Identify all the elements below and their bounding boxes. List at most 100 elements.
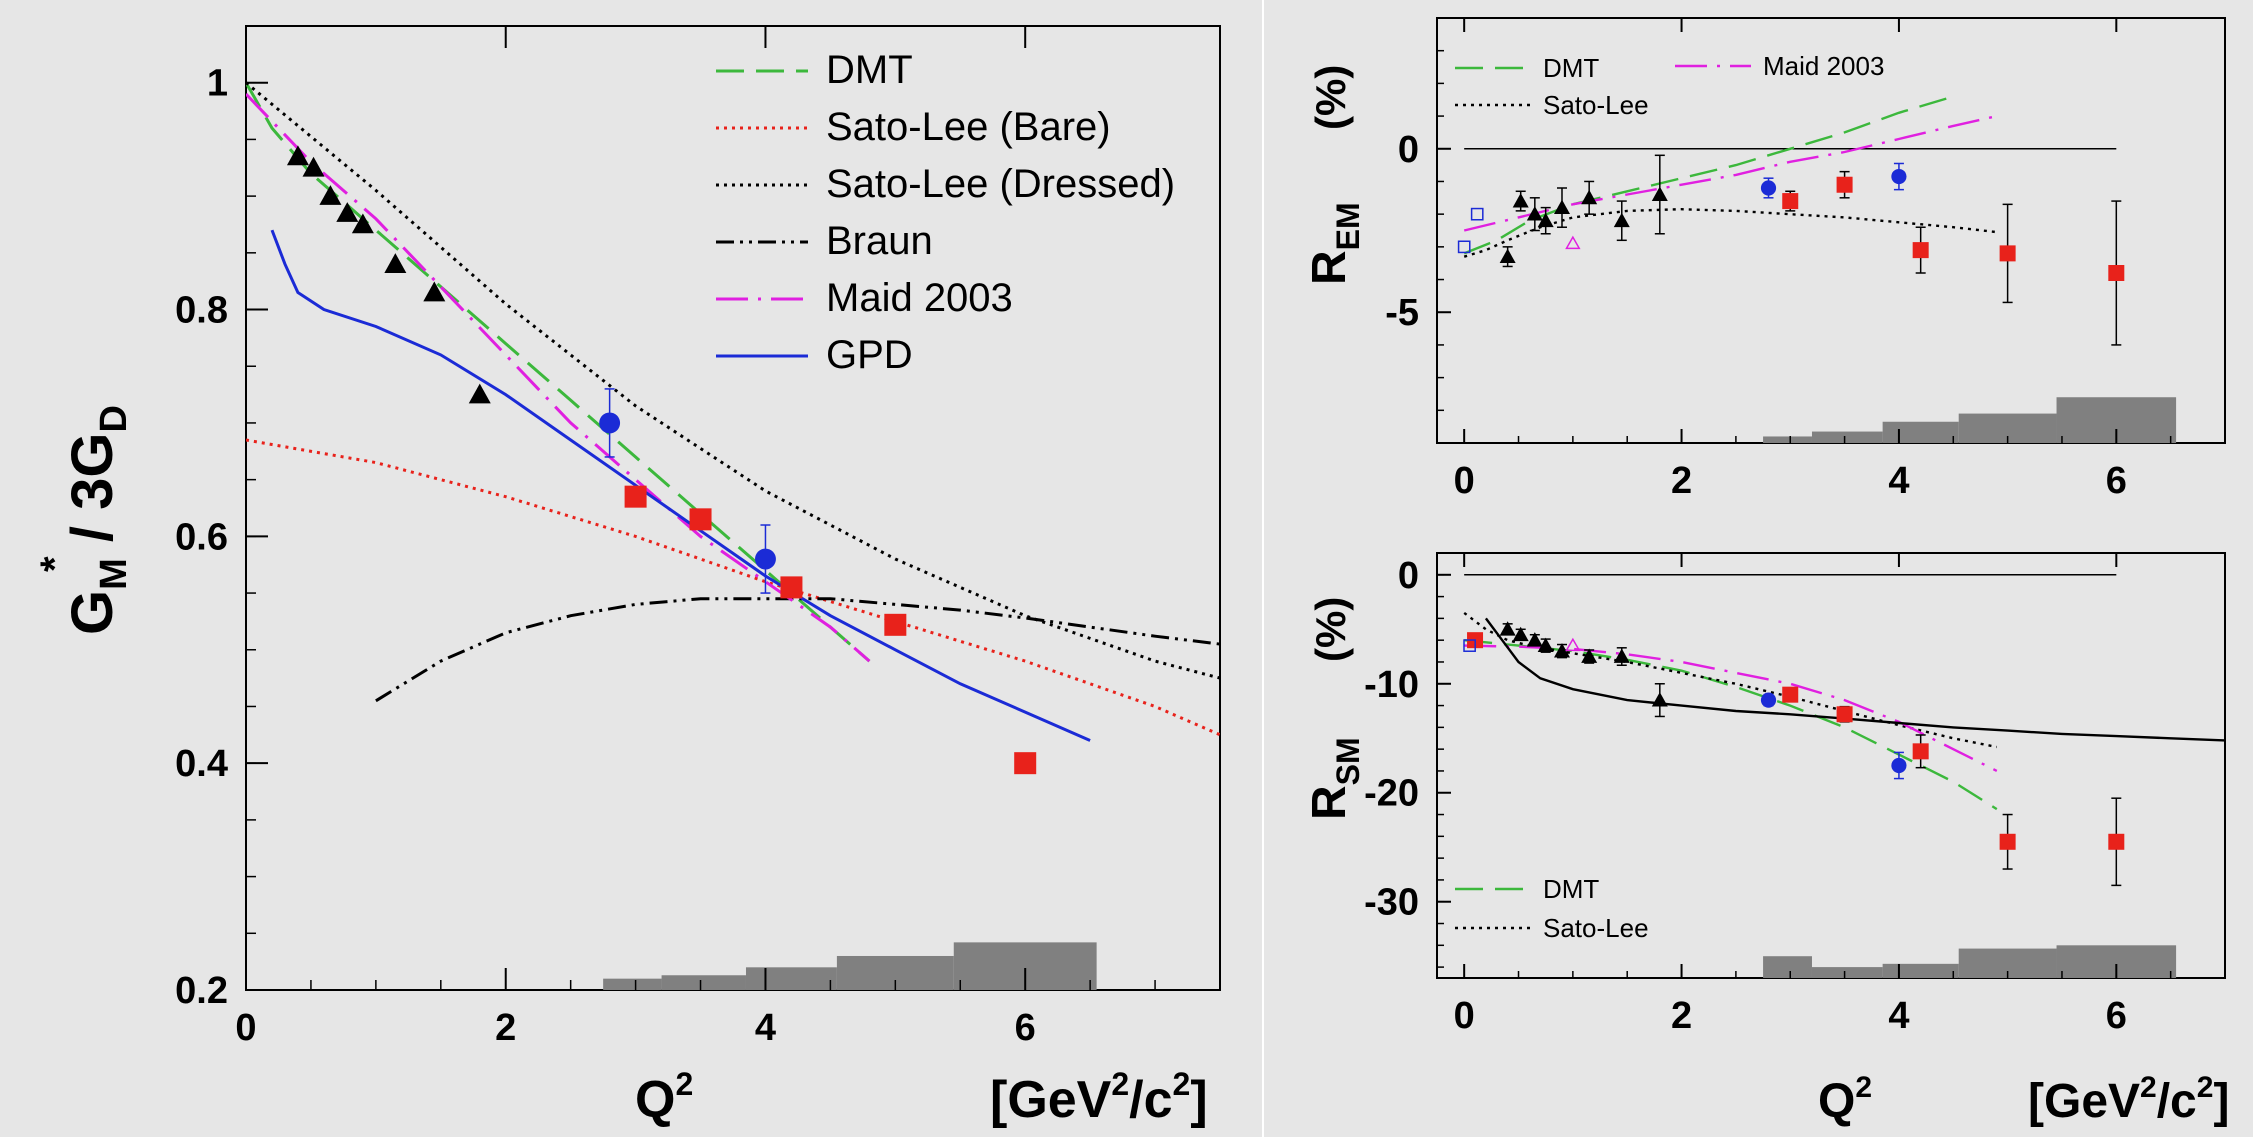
gm-legend: DMT Sato-Lee (Bare) Sato-Lee (Dressed) Brau… — [716, 48, 1175, 377]
units-mid: /c — [1129, 1071, 1172, 1129]
data-point-open-triangle — [1565, 235, 1581, 250]
y-tick-label: 0.8 — [175, 290, 228, 332]
x-tick-label: 2 — [1671, 995, 1692, 1037]
data-point-square — [1782, 686, 1799, 703]
data-point-triangle — [1526, 206, 1543, 221]
x-tick-label: 2 — [495, 1007, 516, 1049]
data-point-triangle — [384, 253, 407, 273]
series-line-gpd — [270, 229, 1091, 742]
series-line-sato-lee — [1463, 207, 1997, 258]
data-point-triangle — [1613, 212, 1630, 228]
series-line-braun — [375, 597, 1220, 703]
x-tick-label: 4 — [1888, 995, 1909, 1037]
data-point-triangle — [302, 156, 325, 177]
x-tick-label: 2 — [1671, 460, 1692, 502]
data-point-triangle — [468, 383, 491, 404]
data-point-square — [884, 613, 907, 636]
data-point-triangle — [1499, 248, 1516, 264]
data-point-circle — [1891, 757, 1907, 774]
units-post: ] — [1190, 1071, 1207, 1129]
rem-y-sub: EM — [1330, 202, 1366, 250]
y-title-sub-d: D — [93, 405, 135, 432]
systematic-bar — [603, 978, 662, 990]
data-point-square — [1782, 193, 1799, 210]
data-point-triangle — [1613, 648, 1630, 663]
x-tick-label: 6 — [1015, 1007, 1036, 1049]
series-line-maid-2003 — [1464, 644, 1998, 772]
rsm-legend: DMT Sato-Lee — [1455, 874, 1649, 943]
data-point-circle — [1760, 180, 1777, 196]
rsm-y-r: R — [1303, 785, 1356, 820]
y-tick-label: 0.2 — [175, 970, 228, 1012]
data-point-square — [780, 576, 803, 599]
rsm-y-axis-title: RSM — [1303, 737, 1366, 820]
data-point-triangle — [423, 281, 446, 302]
y-title-star: * — [33, 556, 77, 572]
data-point-square — [689, 508, 712, 531]
gm-x-axis-title: Q2 — [635, 1066, 693, 1129]
legend-label: Braun — [826, 219, 933, 263]
x-tick-label: 6 — [2106, 460, 2127, 502]
x-tick-label: 4 — [1888, 460, 1909, 502]
y-tick-label: -10 — [1364, 664, 1419, 706]
legend-label: DMT — [1543, 874, 1599, 904]
rsm-x-q: Q — [1818, 1075, 1855, 1128]
systematic-bar — [1763, 956, 1812, 978]
data-point-triangle — [1512, 193, 1529, 208]
data-point-open-square — [1470, 207, 1484, 221]
data-point-square — [2108, 265, 2125, 281]
rem-y-r: R — [1303, 250, 1356, 285]
rsm-x-axis-title: Q2 — [1818, 1071, 1872, 1128]
legend-label: GPD — [826, 333, 913, 377]
legend-label: Sato-Lee (Bare) — [826, 105, 1111, 149]
rem-y-axis-title: REM — [1303, 202, 1366, 285]
x-tick-label: 0 — [1454, 460, 1475, 502]
data-point-triangle — [1581, 648, 1598, 663]
data-point-triangle — [1537, 212, 1554, 228]
data-point-open-square — [1457, 240, 1471, 254]
data-point-triangle — [1581, 189, 1598, 205]
series-line-dmt — [1464, 639, 1998, 811]
y-tick-label: 0 — [1398, 129, 1419, 171]
data-point-triangle — [336, 202, 359, 222]
data-point-triangle — [1553, 643, 1570, 658]
data-point-square — [1014, 752, 1037, 775]
rem-legend: DMT Sato-Lee Maid 2003 — [1455, 51, 1884, 120]
data-point-triangle — [1553, 199, 1570, 215]
systematic-bar — [1882, 421, 1959, 443]
units-post: ] — [2213, 1075, 2229, 1128]
data-point-square — [1912, 242, 1929, 259]
data-point-square — [1836, 176, 1853, 193]
data-point-circle — [1891, 168, 1907, 185]
legend-label: DMT — [826, 48, 913, 92]
x-title-sup: 2 — [675, 1066, 693, 1102]
x-title-q: Q — [635, 1071, 675, 1129]
data-point-square — [624, 485, 647, 508]
y-tick-label: -30 — [1364, 882, 1419, 924]
units-pre: [GeV — [2028, 1075, 2140, 1128]
series-line-unnamed-3 — [1484, 617, 2225, 742]
systematic-bar — [661, 975, 746, 990]
data-point-triangle — [1651, 186, 1668, 201]
systematic-bar — [1811, 967, 1883, 978]
legend-label: Maid 2003 — [826, 276, 1013, 320]
units-mid: /c — [2157, 1075, 2197, 1128]
data-point-triangle — [1526, 632, 1543, 647]
systematic-bar — [745, 967, 837, 990]
y-title-g: G — [60, 590, 125, 635]
units-sup2: 2 — [1173, 1066, 1191, 1102]
legend-label: Maid 2003 — [1763, 51, 1884, 81]
series-line-maid-2003 — [1463, 114, 1998, 232]
rem-panel: 0 2 4 6 -5 0 REM (%) DMT Sato-Lee Maid 2003 — [1303, 17, 2226, 502]
series-line-sato-lee-bare- — [246, 438, 1220, 737]
y-title-mid: / 3G — [60, 432, 125, 558]
legend-label: DMT — [1543, 53, 1599, 83]
data-point-circle — [599, 412, 621, 434]
y-tick-label: -20 — [1364, 773, 1419, 815]
systematic-bar — [1811, 431, 1883, 443]
plot-area — [1463, 574, 2225, 978]
data-point-square — [1912, 743, 1929, 760]
